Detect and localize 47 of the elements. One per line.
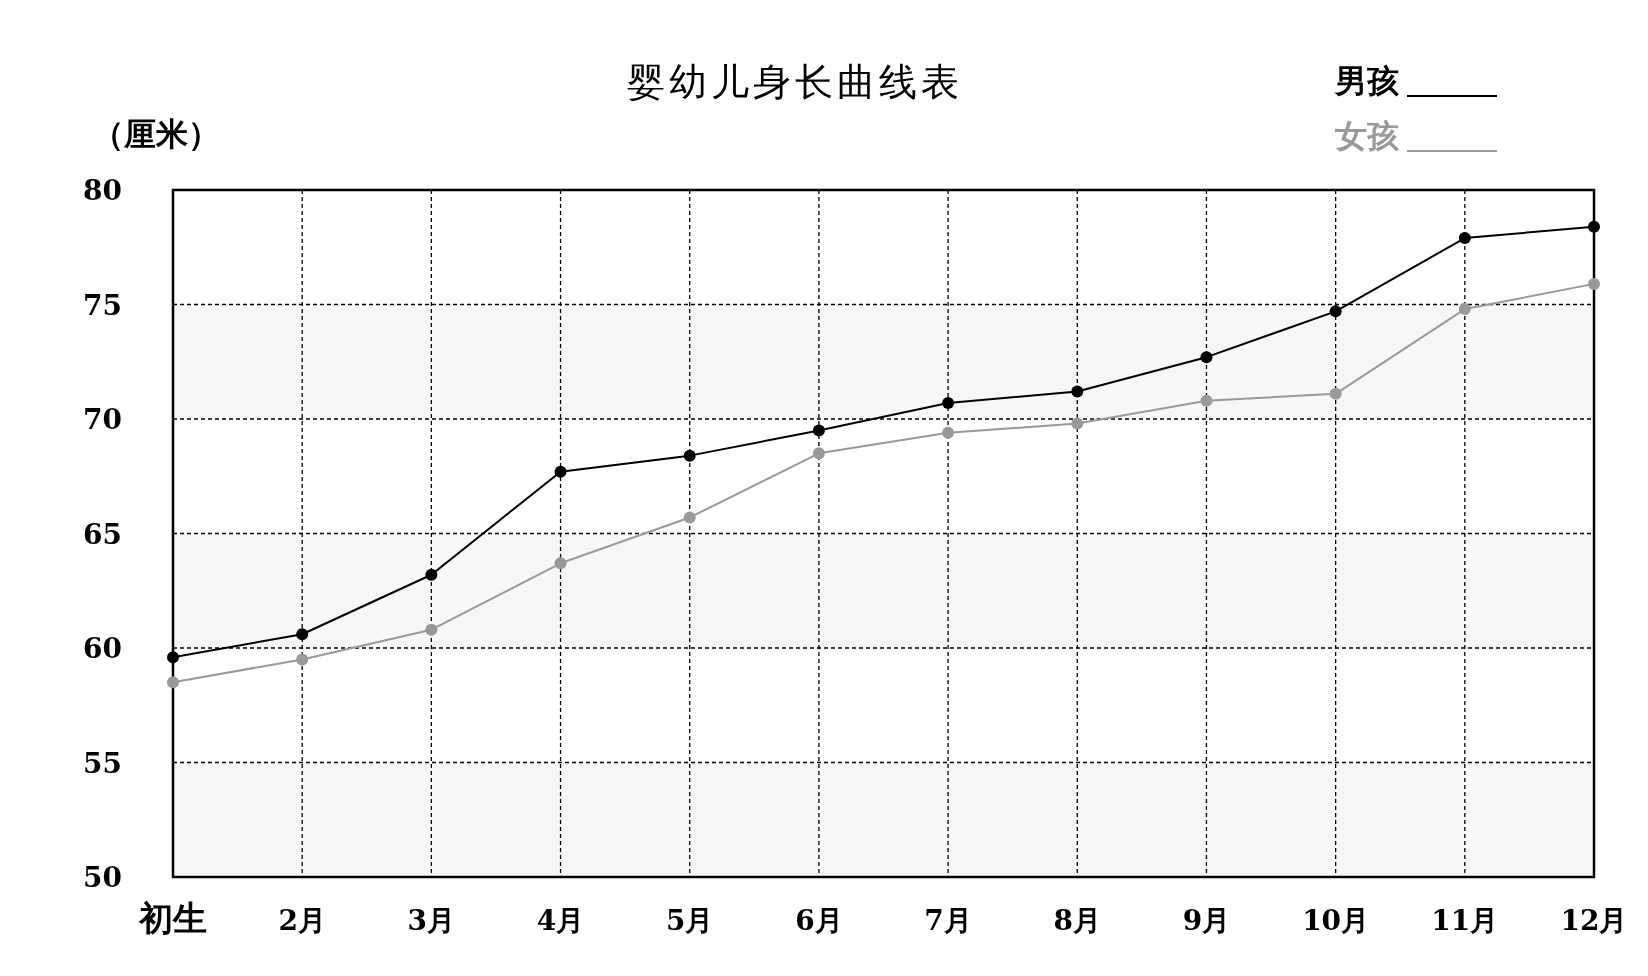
point [296, 653, 309, 666]
point [1329, 387, 1342, 400]
point [296, 628, 309, 641]
y-tick-label: 75 [83, 288, 122, 322]
x-tick-label: 6月 [795, 904, 843, 937]
point [812, 447, 825, 460]
x-tick-label: 2月 [278, 904, 326, 937]
x-tick-label: 3月 [407, 904, 456, 937]
x-tick-label: 7月 [924, 904, 972, 937]
point [1458, 303, 1471, 316]
point [1200, 394, 1213, 407]
point [425, 568, 438, 581]
y-tick-label: 55 [83, 746, 122, 780]
point [167, 676, 179, 689]
y-tick-label: 70 [83, 403, 122, 436]
point [942, 396, 955, 409]
y-tick-label: 65 [83, 517, 122, 551]
y-tick-label: 80 [83, 174, 122, 207]
y-axis-title: （厘米） [92, 115, 220, 153]
y-tick-label: 60 [83, 632, 122, 665]
point [1071, 417, 1084, 430]
x-tick-label: 8月 [1053, 904, 1102, 937]
point [683, 449, 696, 462]
point [942, 426, 955, 439]
x-tick-label: 初生 [138, 898, 207, 938]
point [1071, 385, 1084, 398]
x-tick-label: 11月 [1431, 904, 1499, 937]
legend-label: 女孩 [1334, 117, 1399, 155]
chart-title: 婴幼儿身长曲线表 [627, 60, 963, 104]
point [1588, 220, 1600, 233]
point [1458, 232, 1471, 245]
point [1588, 277, 1600, 290]
x-tick-label: 9月 [1182, 904, 1231, 937]
x-tick-label: 5月 [665, 904, 714, 937]
x-tick-label: 12月 [1560, 904, 1628, 937]
point [683, 511, 696, 524]
point [1200, 351, 1213, 364]
y-tick-label: 50 [83, 861, 122, 894]
point [554, 465, 567, 478]
point [1329, 305, 1342, 318]
x-tick-label: 4月 [536, 904, 585, 937]
point [425, 623, 438, 636]
legend-label: 男孩 [1334, 62, 1399, 100]
point [812, 424, 825, 437]
point [554, 557, 567, 570]
point [167, 651, 179, 664]
x-tick-label: 10月 [1302, 904, 1370, 937]
